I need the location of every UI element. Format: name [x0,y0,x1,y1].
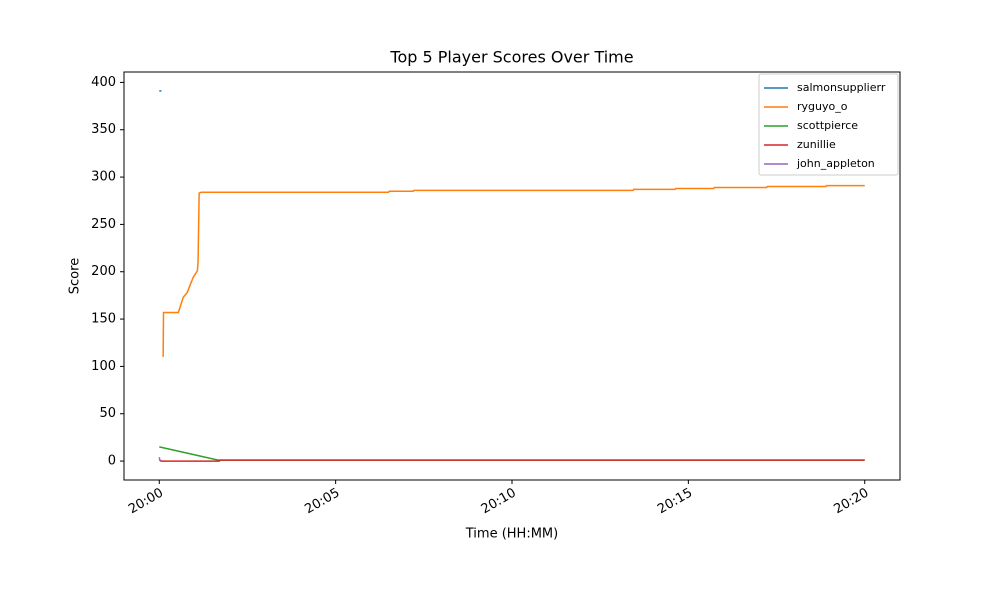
y-tick-label: 150 [91,312,116,327]
y-tick-label: 400 [91,75,116,90]
legend-label: scottpierce [797,119,858,132]
legend-box [758,73,899,176]
x-axis-label: Time (HH:MM) [465,527,558,542]
axes-frame [123,71,901,481]
legend-label: ryguyo_o [797,100,848,113]
legend-label: zunillie [797,138,836,151]
series-line [159,459,865,462]
y-tick-label: 200 [91,264,116,279]
series-line [158,457,161,462]
series-line [162,184,865,357]
y-tick-label: 0 [108,454,116,469]
y-tick-label: 300 [91,170,116,185]
y-tick-label: 100 [91,359,116,374]
y-axis-label: Score [68,258,83,294]
legend-label: john_appleton [796,157,875,170]
y-tick-label: 250 [91,217,116,232]
y-tick-label: 350 [91,122,116,137]
y-tick-label: 50 [99,406,116,421]
chart-title: Top 5 Player Scores Over Time [389,48,633,67]
legend-label: salmonsupplierr [797,81,886,94]
